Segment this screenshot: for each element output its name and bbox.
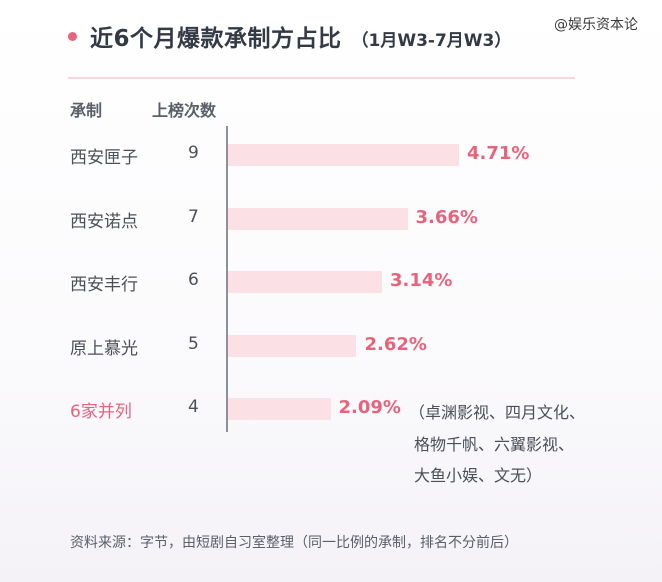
annotation-line: 大鱼小娱、文无） xyxy=(414,466,543,485)
column-header-count: 上榜次数 xyxy=(152,101,217,120)
title-row: 近6个月爆款承制方占比 （1月W3-7月W3） xyxy=(68,20,511,52)
source-note: 资料来源：字节，由短剧自习室整理（同一比例的承制，排名不分前后） xyxy=(70,535,518,551)
bar xyxy=(228,334,357,357)
category-label: 西安丰行 xyxy=(70,275,138,295)
count-label: 7 xyxy=(188,206,199,227)
value-label: 2.62% xyxy=(364,333,427,355)
value-label: 2.09% xyxy=(338,397,401,418)
count-label: 4 xyxy=(188,397,199,417)
category-label: 西安诺点 xyxy=(70,211,138,232)
title-bullet xyxy=(68,31,77,41)
count-label: 5 xyxy=(188,333,199,354)
bar xyxy=(228,207,408,230)
watermark: @娱乐资本论 xyxy=(554,17,638,33)
category-label: 原上慕光 xyxy=(70,338,138,359)
bar xyxy=(228,398,331,420)
category-label: 6家并列 xyxy=(70,402,132,422)
annotation-line: 格物千帆、六翼影视、 xyxy=(414,435,575,454)
value-label: 4.71% xyxy=(467,143,530,164)
bar xyxy=(228,144,459,166)
bar xyxy=(228,271,382,293)
chart-axis xyxy=(226,126,228,432)
count-label: 6 xyxy=(188,270,199,290)
count-label: 9 xyxy=(188,143,199,163)
value-label: 3.66% xyxy=(415,206,478,228)
category-label: 西安匣子 xyxy=(70,148,138,168)
column-header-producer: 承制 xyxy=(70,101,103,120)
value-label: 3.14% xyxy=(390,270,453,291)
chart-title: 近6个月爆款承制方占比 xyxy=(90,26,342,52)
chart-subtitle: （1月W3-7月W3） xyxy=(351,30,512,51)
annotation-line: （卓渊影视、四月文化、 xyxy=(409,403,586,422)
title-divider xyxy=(68,77,575,79)
